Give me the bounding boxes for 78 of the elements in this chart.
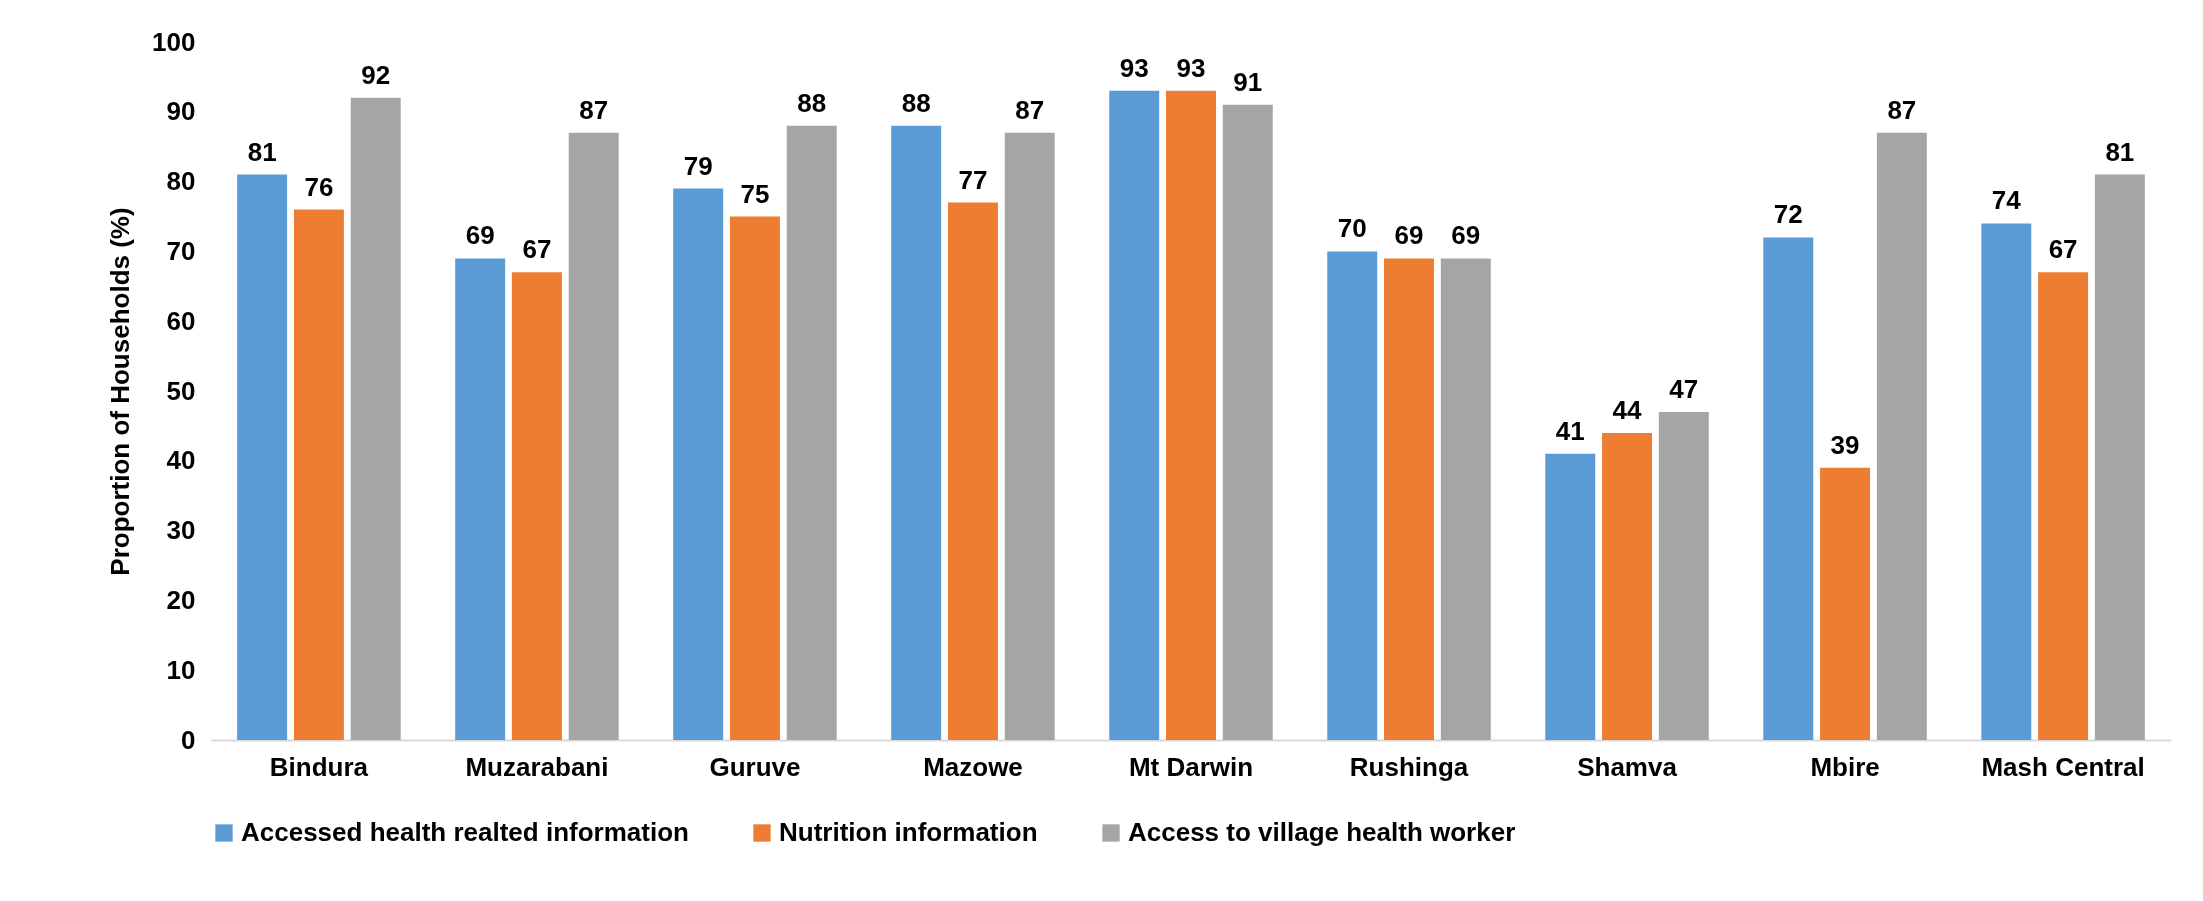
- data-label: 92: [361, 59, 391, 90]
- data-label: 69: [1451, 220, 1481, 251]
- data-label: 75: [740, 178, 770, 209]
- y-tick-label: 50: [166, 375, 196, 406]
- x-tick-label: Guruve: [709, 751, 801, 782]
- bar: [455, 258, 506, 740]
- bar: [1327, 251, 1378, 740]
- bar: [1763, 237, 1814, 740]
- bar: [948, 202, 998, 740]
- bar: [293, 209, 344, 740]
- bar: [786, 125, 837, 740]
- bar: [1166, 90, 1216, 740]
- bar: [350, 97, 401, 740]
- bar: [1820, 467, 1871, 740]
- bar: [237, 174, 288, 740]
- bar: [1440, 258, 1491, 740]
- bar: [1109, 90, 1160, 740]
- bar: [1602, 432, 1653, 740]
- bar: [673, 188, 724, 740]
- bar: [1545, 453, 1596, 740]
- bar: [1222, 104, 1273, 740]
- data-label: 69: [465, 220, 495, 251]
- data-label: 74: [1991, 185, 2022, 216]
- data-label: 79: [683, 150, 713, 181]
- legend-label: Nutrition information: [779, 817, 1038, 847]
- data-label: 77: [958, 164, 988, 195]
- bar: [1384, 258, 1434, 740]
- x-tick-label: Mash Central: [1981, 751, 2145, 782]
- data-label: 67: [522, 234, 552, 265]
- data-label: 41: [1555, 415, 1585, 446]
- y-tick-label: 30: [166, 515, 196, 546]
- data-label: 47: [1669, 373, 1699, 404]
- bar: [511, 272, 562, 740]
- bar: [1658, 411, 1709, 740]
- y-tick-label: 90: [166, 96, 196, 127]
- bar: [2038, 272, 2089, 740]
- x-tick-label: Mt Darwin: [1128, 751, 1254, 782]
- data-label: 93: [1176, 52, 1206, 83]
- x-tick-label: Shamva: [1577, 751, 1678, 782]
- y-tick-label: 70: [166, 235, 196, 266]
- bar: [568, 132, 619, 740]
- bar: [729, 216, 780, 740]
- data-label: 72: [1773, 199, 1803, 230]
- y-tick-label: 10: [166, 654, 196, 685]
- x-tick-label: Mbire: [1810, 751, 1880, 782]
- y-tick-label: 60: [166, 305, 196, 336]
- data-label: 91: [1233, 66, 1263, 97]
- data-label: 81: [2105, 136, 2135, 167]
- data-label: 88: [901, 87, 931, 118]
- data-label: 69: [1394, 220, 1424, 251]
- data-label: 87: [1887, 94, 1917, 125]
- data-label: 88: [797, 87, 827, 118]
- x-tick-label: Mazowe: [923, 751, 1023, 782]
- data-label: 81: [247, 136, 277, 167]
- legend-label: Accessed health realted information: [241, 817, 689, 847]
- y-tick-label: 100: [152, 26, 196, 57]
- y-tick-label: 40: [166, 445, 196, 476]
- bar: [891, 125, 942, 740]
- data-label: 87: [579, 94, 609, 125]
- data-label: 93: [1119, 52, 1149, 83]
- y-tick-label: 20: [166, 584, 196, 615]
- y-tick-label: 80: [166, 166, 196, 197]
- x-tick-label: Bindura: [269, 751, 369, 782]
- data-label: 76: [304, 171, 334, 202]
- bar: [1876, 132, 1927, 740]
- bar: [1004, 132, 1055, 740]
- data-label: 87: [1015, 94, 1045, 125]
- data-label: 39: [1830, 429, 1860, 460]
- bar: [2094, 174, 2145, 740]
- data-label: 70: [1337, 213, 1367, 244]
- x-tick-label: Rushinga: [1349, 751, 1469, 782]
- x-tick-label: Muzarabani: [465, 751, 609, 782]
- data-label: 44: [1612, 394, 1643, 425]
- y-axis-title: Proportion of Households (%): [105, 207, 136, 576]
- bar: [1981, 223, 2032, 740]
- data-label: 67: [2048, 234, 2078, 265]
- y-tick-label: 0: [181, 724, 196, 755]
- legend-label: Access to village health worker: [1128, 817, 1516, 847]
